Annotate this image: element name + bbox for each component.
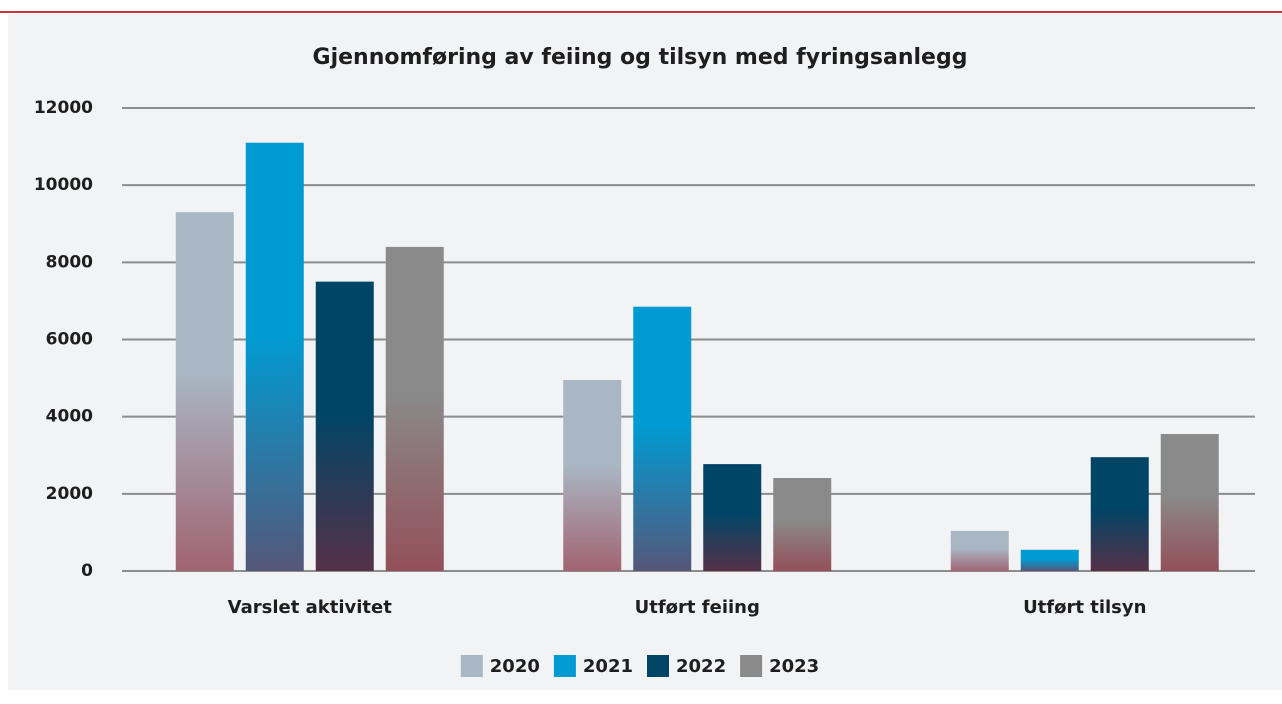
bar <box>703 464 762 571</box>
top-rule <box>0 11 1282 13</box>
legend-label: 2021 <box>583 656 633 677</box>
legend-swatch <box>647 655 669 677</box>
y-tick-label: 8000 <box>46 252 93 272</box>
bar <box>950 530 1009 571</box>
x-tick-label: Utført tilsyn <box>1023 597 1146 618</box>
y-tick-label: 6000 <box>46 330 93 350</box>
x-tick-label: Varslet aktivitet <box>228 597 393 618</box>
y-tick-label: 2000 <box>46 484 93 504</box>
legend-label: 2023 <box>769 656 819 677</box>
bar <box>563 380 622 571</box>
bar <box>315 281 374 571</box>
x-tick-label: Utført feiing <box>635 597 760 618</box>
y-tick-label: 4000 <box>46 407 93 427</box>
bar <box>385 246 444 571</box>
legend-swatch <box>740 655 763 677</box>
bar <box>773 478 832 571</box>
legend: 2020 2021 2022 2023 <box>460 655 819 677</box>
bar <box>245 142 304 571</box>
bar <box>1160 434 1219 571</box>
y-tick-label: 10000 <box>34 175 93 195</box>
legend-swatch <box>553 655 576 677</box>
y-tick-label: 12000 <box>34 98 93 118</box>
bar <box>633 306 692 571</box>
bar <box>175 212 234 572</box>
bar <box>1090 457 1149 571</box>
bar <box>1020 549 1079 571</box>
legend-label: 2022 <box>676 656 726 677</box>
chart-title: Gjennomføring av feiing og tilsyn med fy… <box>313 45 968 70</box>
y-tick-label: 0 <box>81 561 93 581</box>
legend-swatch <box>460 655 483 677</box>
legend-label: 2020 <box>490 656 540 677</box>
